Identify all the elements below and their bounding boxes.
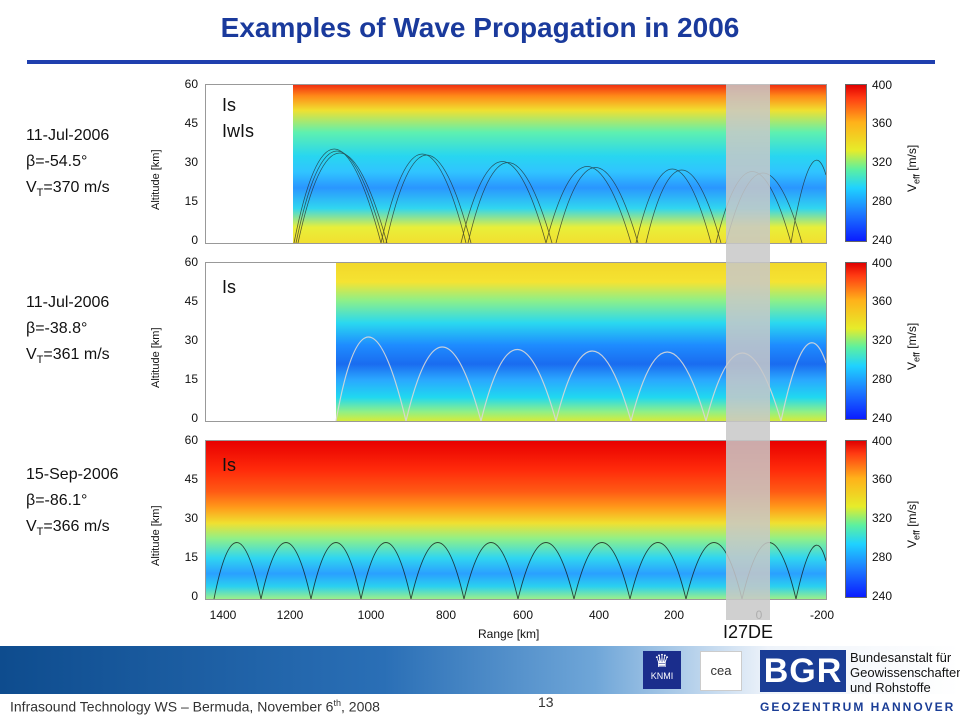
x-tick: 400: [588, 608, 610, 622]
colorbar-tick: 280: [872, 194, 893, 208]
colorbar-tick: 320: [872, 155, 893, 169]
bgr-institution-name: Bundesanstalt für Geowissenschaften und …: [850, 650, 960, 695]
y-tick: 45: [184, 472, 198, 486]
colorbar-tick: 280: [872, 372, 893, 386]
y-tick: 60: [184, 77, 198, 91]
colorbar-label-3: Veff [m/s]: [905, 500, 922, 548]
y-axis-label-1: Altitude [km]: [150, 149, 162, 210]
y-tick: 30: [184, 155, 198, 169]
colorbar-tick: 320: [872, 333, 893, 347]
station-marker-band: [726, 84, 770, 620]
y-axis-label-3: Altitude [km]: [150, 505, 162, 566]
panel-2-date: 11-Jul-2006: [26, 294, 110, 311]
y-tick: 0: [191, 411, 198, 425]
colorbar-tick: 400: [872, 434, 893, 448]
y-tick: 0: [191, 233, 198, 247]
panel-1-info: 11-Jul-2006 β=-54.5° VT=370 m/s: [26, 123, 110, 206]
panel-1-date: 11-Jul-2006: [26, 127, 110, 144]
geozentrum-label: GEOZENTRUM HANNOVER: [760, 700, 956, 714]
y-tick: 15: [184, 550, 198, 564]
panel-3-date: 15-Sep-2006: [26, 466, 119, 483]
slide-title: Examples of Wave Propagation in 2006: [220, 12, 740, 43]
phase-label-is: Is: [222, 95, 237, 115]
x-tick: 200: [663, 608, 685, 622]
colorbar-tick: 240: [872, 233, 893, 247]
y-tick: 30: [184, 333, 198, 347]
page-number: 13: [538, 694, 554, 710]
x-tick: -200: [809, 608, 835, 622]
panel-2-beta: β=-38.8°: [26, 320, 88, 337]
y-tick: 30: [184, 511, 198, 525]
colorbar-tick: 280: [872, 550, 893, 564]
y-tick: 15: [184, 194, 198, 208]
ray-paths-2: [335, 336, 826, 421]
colorbar-tick: 360: [872, 294, 893, 308]
colorbar-tick: 360: [872, 472, 893, 486]
x-tick: 1400: [209, 608, 237, 622]
ray-paths-1: [293, 148, 826, 243]
phase-label-is: Is: [222, 455, 237, 475]
bgr-logo: BGR: [760, 650, 846, 692]
panel-3-info: 15-Sep-2006 β=-86.1° VT=366 m/s: [26, 462, 119, 545]
y-tick: 45: [184, 294, 198, 308]
x-axis-label: Range [km]: [478, 627, 540, 641]
knmi-logo: ♛ KNMI: [643, 651, 681, 689]
colorbar-3: [845, 440, 867, 598]
y-tick: 0: [191, 589, 198, 603]
cea-logo: cea: [700, 651, 742, 691]
panel-1-beta: β=-54.5°: [26, 153, 88, 170]
panel-2-vt: VT=361 m/s: [26, 346, 110, 367]
colorbar-tick: 240: [872, 589, 893, 603]
title-underline: [27, 60, 935, 64]
colorbar-2: [845, 262, 867, 420]
colorbar-tick: 400: [872, 256, 893, 270]
station-label: I27DE: [723, 622, 774, 642]
panel-2-info: 11-Jul-2006 β=-38.8° VT=361 m/s: [26, 290, 110, 373]
colorbar-label-1: Veff [m/s]: [905, 144, 922, 192]
y-tick: 60: [184, 433, 198, 447]
colorbar-label-2: Veff [m/s]: [905, 322, 922, 370]
y-tick: 60: [184, 255, 198, 269]
propagation-panel-3: Is: [205, 440, 827, 600]
x-tick: 800: [435, 608, 457, 622]
colorbar-1: [845, 84, 867, 242]
panel-1-vt: VT=370 m/s: [26, 179, 110, 200]
velocity-field-3: [206, 441, 826, 599]
y-tick: 45: [184, 116, 198, 130]
colorbar-tick: 240: [872, 411, 893, 425]
colorbar-tick: 320: [872, 511, 893, 525]
panel-3-vt: VT=366 m/s: [26, 518, 110, 539]
x-tick: 600: [512, 608, 534, 622]
y-axis-label-2: Altitude [km]: [150, 327, 162, 388]
x-tick: 1000: [357, 608, 385, 622]
phase-label-iwis: IwIs: [222, 121, 255, 141]
y-tick: 15: [184, 372, 198, 386]
footer-caption: Infrasound Technology WS – Bermuda, Nove…: [10, 698, 380, 715]
colorbar-tick: 400: [872, 78, 893, 92]
phase-label-is: Is: [222, 277, 237, 297]
colorbar-tick: 360: [872, 116, 893, 130]
panel-3-beta: β=-86.1°: [26, 492, 88, 509]
x-tick: 1200: [276, 608, 304, 622]
